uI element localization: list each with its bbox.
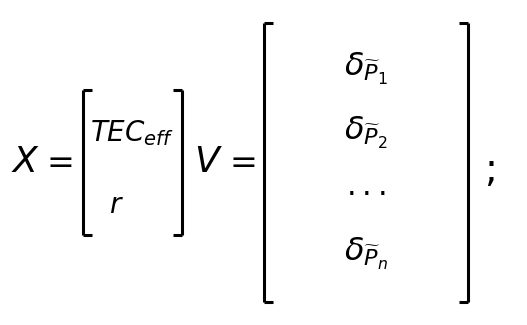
Text: $=$: $=$: [223, 147, 256, 178]
Text: $r$: $r$: [109, 192, 124, 219]
Text: $\delta_{\widetilde{P}_2}$: $\delta_{\widetilde{P}_2}$: [344, 115, 387, 151]
Text: $;$: $;$: [484, 152, 494, 189]
Text: $\delta_{\widetilde{P}_1}$: $\delta_{\widetilde{P}_1}$: [344, 50, 388, 86]
Text: $X$: $X$: [11, 146, 40, 179]
Text: $=$: $=$: [40, 147, 73, 178]
Text: $TEC_{eff}$: $TEC_{eff}$: [91, 118, 174, 148]
Text: $V$: $V$: [194, 146, 223, 179]
Text: $...$: $...$: [346, 171, 386, 202]
Text: $\delta_{\widetilde{P}_n}$: $\delta_{\widetilde{P}_n}$: [344, 236, 388, 272]
